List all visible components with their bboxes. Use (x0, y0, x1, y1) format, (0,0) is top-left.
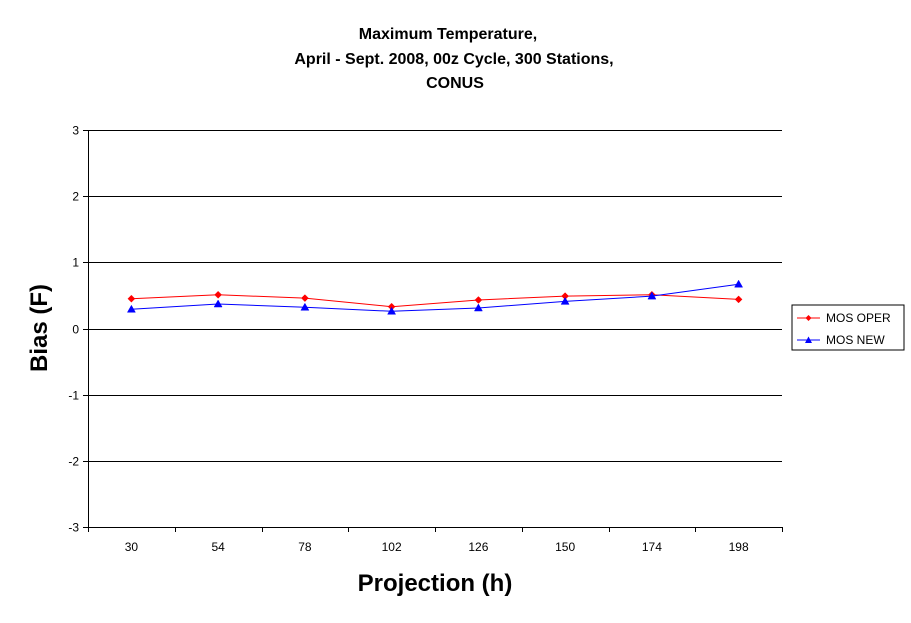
chart-title-line-2: April - Sept. 2008, 00z Cycle, 300 Stati… (294, 51, 613, 68)
y-tick-label: 2 (72, 190, 79, 204)
y-tick-label: -1 (68, 389, 79, 403)
data-point-mos-oper (301, 294, 309, 302)
legend-label-mos-new: MOS NEW (826, 333, 885, 347)
series-mos-new (126, 279, 744, 315)
x-tick-label: 150 (555, 540, 575, 554)
x-axis-ticks: 30 54 78 102 126 150 174 198 (88, 527, 783, 554)
legend-label-mos-oper: MOS OPER (826, 311, 891, 325)
y-tick-label: 0 (72, 323, 79, 337)
y-tick-label: -2 (68, 455, 79, 469)
x-tick-label: 174 (642, 540, 662, 554)
y-axis-title: Bias (F) (26, 284, 53, 372)
data-point-mos-new (300, 302, 310, 311)
y-axis-ticks: 3 2 1 0 -1 -2 -3 (68, 124, 88, 535)
x-tick-label: 54 (211, 540, 225, 554)
data-point-mos-new (126, 304, 136, 313)
data-point-mos-new (734, 279, 744, 288)
legend: MOS OPER MOS NEW (791, 304, 905, 351)
data-point-mos-oper (127, 294, 136, 303)
series-line-mos-oper (131, 294, 739, 308)
chart-title: Maximum Temperature, April - Sept. 2008,… (294, 26, 613, 92)
gridlines (88, 130, 782, 462)
x-tick-label: 78 (298, 540, 312, 554)
data-point-mos-new (213, 299, 223, 308)
y-tick-label: 3 (72, 124, 79, 138)
x-tick-label: 126 (468, 540, 488, 554)
legend-item-mos-new: MOS NEW (797, 333, 885, 347)
x-tick-label: 198 (729, 540, 749, 554)
legend-marker-mos-new (805, 336, 812, 343)
data-point-mos-new (473, 303, 483, 312)
series-layer (126, 279, 744, 315)
y-tick-label: -3 (68, 521, 79, 535)
series-line-mos-new (131, 283, 739, 312)
x-tick-label: 30 (125, 540, 139, 554)
y-tick-label: 1 (72, 256, 79, 270)
data-point-mos-oper (214, 290, 222, 299)
legend-item-mos-oper: MOS OPER (797, 311, 891, 325)
data-point-mos-new (647, 291, 657, 300)
data-point-mos-new (387, 306, 397, 315)
x-axis-title: Projection (h) (358, 570, 513, 597)
chart-title-line-1: Maximum Temperature, (359, 26, 537, 43)
legend-marker-mos-oper (805, 315, 812, 321)
data-point-mos-new (560, 296, 570, 305)
data-point-mos-oper (734, 295, 743, 304)
chart-title-line-3: CONUS (426, 75, 484, 92)
x-tick-label: 102 (382, 540, 402, 554)
plot-area: 3 2 1 0 -1 -2 -3 30 54 78 102 126 150 174 198 (68, 124, 783, 554)
